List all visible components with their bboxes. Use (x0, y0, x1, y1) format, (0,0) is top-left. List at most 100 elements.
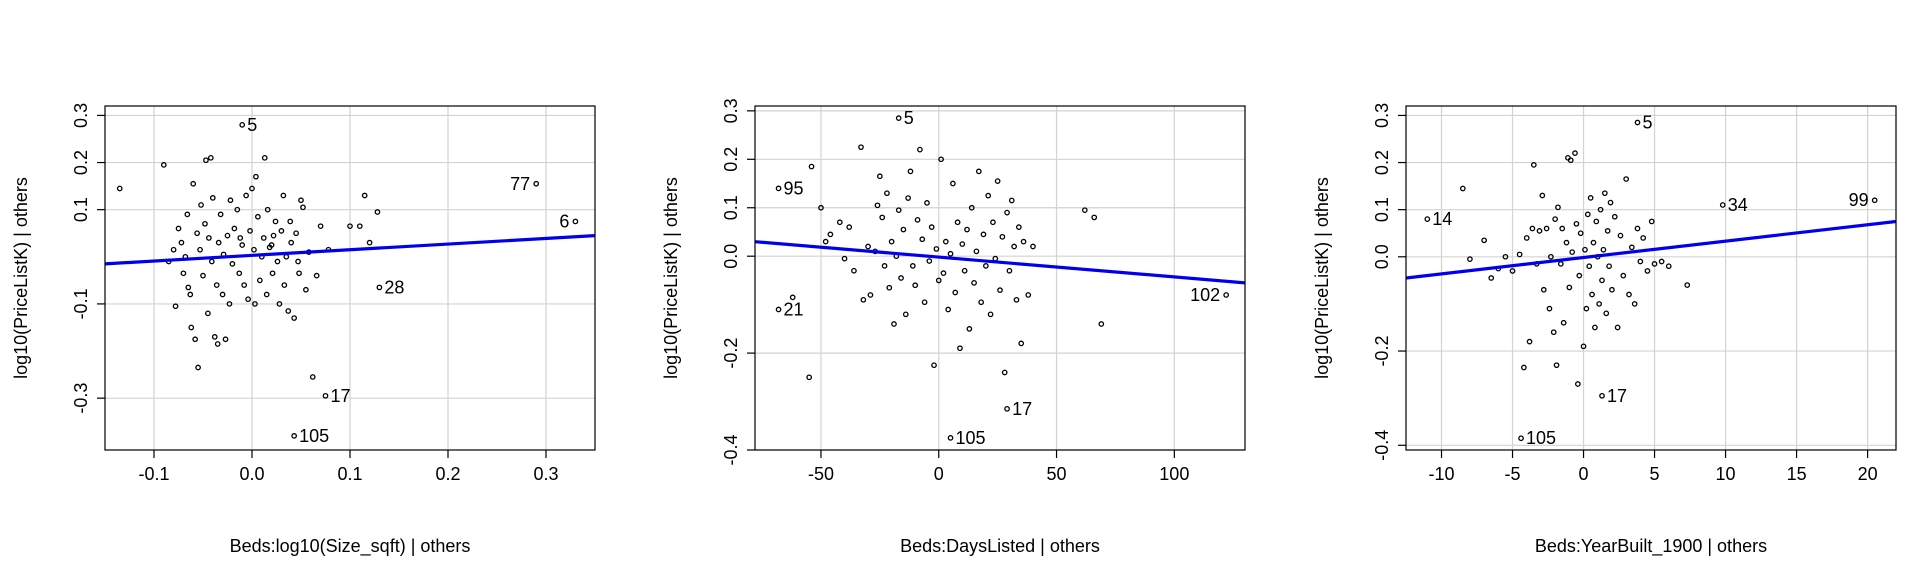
point-label: 102 (1190, 285, 1220, 305)
data-point (938, 156, 944, 163)
data-point (172, 303, 179, 310)
data-point (926, 258, 933, 264)
data-point (898, 275, 904, 281)
data-point (229, 261, 236, 267)
y-tick-label: 0.0 (721, 244, 741, 269)
data-point (274, 258, 281, 265)
data-point (280, 192, 287, 199)
data-point (867, 292, 874, 298)
y-tick-label: 0.1 (721, 195, 741, 220)
x-tick-label: 0.3 (533, 464, 558, 484)
point-label: 99 (1849, 190, 1869, 210)
data-point (931, 362, 937, 369)
data-point (789, 294, 796, 301)
data-point (877, 173, 883, 180)
x-tick-label: 15 (1787, 464, 1807, 484)
data-point (293, 230, 299, 237)
data-point (1665, 263, 1672, 270)
x-tick-label: 5 (1650, 464, 1660, 484)
data-point (231, 225, 238, 232)
data-point (255, 213, 261, 220)
data-point (1599, 277, 1605, 284)
data-point (202, 220, 208, 227)
data-point (298, 197, 304, 204)
y-tick-label: -0.3 (71, 383, 91, 414)
plot-frame (754, 105, 1246, 451)
data-point (1020, 238, 1027, 245)
data-point (954, 219, 961, 226)
data-point (288, 239, 295, 246)
data-point (1550, 329, 1557, 336)
data-point (947, 250, 954, 257)
data-point (1001, 369, 1008, 376)
data-point (303, 286, 309, 293)
data-point (1583, 305, 1590, 312)
data-point (985, 192, 992, 199)
data-point (178, 239, 185, 246)
data-point (860, 296, 867, 303)
data-point (900, 226, 907, 233)
data-point (1563, 239, 1570, 246)
data-point (1575, 381, 1581, 387)
data-point (1614, 324, 1621, 331)
data-point (1030, 243, 1036, 250)
x-tick-label: 0.1 (337, 464, 362, 484)
data-point (219, 291, 226, 298)
data-point (291, 315, 297, 321)
y-tick-label: -0.4 (721, 434, 741, 465)
data-point (966, 326, 973, 332)
data-point (1628, 244, 1635, 251)
data-point (865, 243, 871, 250)
data-point (1590, 239, 1597, 246)
data-point (1011, 243, 1017, 250)
y-tick-label: 0.1 (71, 197, 91, 222)
labeled-data-point (775, 185, 782, 192)
point-label: 14 (1432, 209, 1452, 229)
data-point (1569, 249, 1576, 255)
labeled-data-point (1871, 197, 1878, 204)
data-point (971, 279, 977, 286)
x-axis-label: Beds:log10(Size_sqft) | others (230, 536, 471, 557)
data-point (1098, 321, 1105, 327)
data-point (234, 206, 241, 213)
data-point (1539, 192, 1546, 199)
data-point (281, 282, 288, 288)
data-point (1651, 261, 1658, 267)
y-axis-label: log10(PriceListK) | others (661, 177, 681, 379)
data-point (1577, 230, 1584, 237)
data-point (1589, 291, 1595, 298)
data-point (170, 246, 177, 253)
x-axis-label: Beds:DaysListed | others (900, 536, 1100, 556)
x-tick-label: -10 (1428, 464, 1454, 484)
y-tick-label: 0.0 (1372, 244, 1392, 269)
data-point (252, 301, 258, 307)
data-point (1509, 268, 1516, 274)
data-point (1582, 246, 1588, 253)
data-point (983, 263, 989, 269)
data-point (994, 178, 1001, 184)
x-tick-label: 50 (1047, 464, 1067, 484)
point-label: 105 (1526, 428, 1556, 448)
data-point (957, 345, 963, 352)
labeled-data-point (1223, 292, 1230, 298)
data-point (217, 211, 224, 218)
data-point (1018, 340, 1025, 347)
data-point (914, 217, 921, 223)
data-point (905, 195, 911, 201)
data-point (205, 310, 211, 317)
data-point (1584, 211, 1591, 218)
data-point (214, 341, 221, 347)
data-point (924, 200, 930, 206)
x-tick-label: 0 (1579, 464, 1589, 484)
point-label: 95 (784, 178, 804, 198)
data-point (287, 218, 294, 225)
data-point (822, 238, 829, 245)
data-point (1548, 253, 1554, 260)
data-point (278, 228, 285, 234)
data-point (1481, 237, 1487, 244)
data-point (1526, 338, 1533, 345)
data-point (1586, 263, 1593, 270)
data-point (256, 277, 263, 284)
y-tick-label: -0.2 (721, 338, 741, 369)
data-point (1634, 225, 1641, 232)
